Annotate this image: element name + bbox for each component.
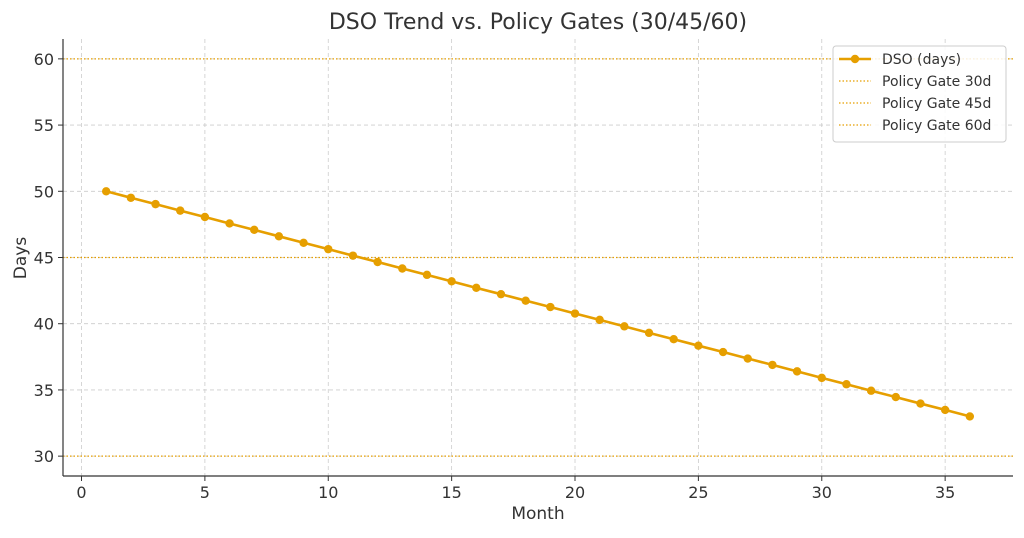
dso-point xyxy=(225,219,234,228)
dso-point xyxy=(644,328,654,338)
dso-point xyxy=(101,187,111,196)
dso-point xyxy=(348,251,358,260)
dso-point xyxy=(891,392,900,402)
dso-point xyxy=(472,283,481,293)
dso-point xyxy=(916,399,925,408)
dso-point xyxy=(546,302,555,312)
dso-point xyxy=(940,405,950,415)
legend-label: DSO (days) xyxy=(882,52,961,68)
x-tick-label: 35 xyxy=(935,483,955,502)
dso-line xyxy=(105,190,971,418)
dso-point xyxy=(176,206,185,215)
dso-point xyxy=(792,367,802,376)
dso-point xyxy=(768,360,777,370)
dso-point xyxy=(965,412,975,421)
dso-point xyxy=(570,309,580,318)
dso-point xyxy=(521,296,530,305)
x-tick-label: 25 xyxy=(688,483,708,502)
legend-box xyxy=(832,45,1007,143)
dso-point xyxy=(669,335,678,344)
y-tick-label: 60 xyxy=(34,50,54,69)
legend-label: Policy Gate 45d xyxy=(882,96,991,112)
dso-point xyxy=(866,386,876,395)
x-tick-label: 10 xyxy=(318,483,338,502)
dso-point xyxy=(373,257,382,267)
dso-point xyxy=(694,341,703,350)
x-tick-label: 15 xyxy=(441,483,461,502)
y-tick-label: 45 xyxy=(34,249,54,268)
chart-title: DSO Trend vs. Policy Gates (30/45/60) xyxy=(329,10,747,35)
dso-point xyxy=(200,212,210,222)
dso-point xyxy=(595,315,604,325)
y-tick-label: 40 xyxy=(34,315,54,334)
y-tick-label: 55 xyxy=(34,116,54,135)
dso-point xyxy=(817,373,826,383)
y-tick-label: 50 xyxy=(34,182,54,201)
dso-point xyxy=(151,199,160,209)
dso-point xyxy=(274,232,284,241)
dso-point xyxy=(496,289,506,299)
y-tick-label: 35 xyxy=(34,381,54,400)
x-tick-label: 5 xyxy=(200,483,210,502)
y-axis-label: Days xyxy=(11,237,31,280)
ticks: 0 5 10 15 20 25 30 35 30 35 40 45 50 55 60 xyxy=(34,50,956,502)
x-tick-label: 30 xyxy=(812,483,832,502)
x-axis-label: Month xyxy=(511,504,564,524)
dso-point xyxy=(250,225,259,235)
legend: DSO (days) Policy Gate 30d Policy Gate 45d… xyxy=(832,45,1007,143)
dso-point xyxy=(743,354,752,363)
dso-point xyxy=(842,380,851,389)
x-tick-label: 0 xyxy=(76,483,86,502)
dso-point xyxy=(126,193,136,202)
y-tick-label: 30 xyxy=(34,447,54,466)
dso-point xyxy=(620,322,629,331)
dso-point xyxy=(299,238,308,248)
dso-point xyxy=(398,264,407,273)
legend-label: Policy Gate 30d xyxy=(882,74,991,90)
legend-label: Policy Gate 60d xyxy=(882,118,991,134)
dso-point xyxy=(718,347,728,357)
x-tick-label: 20 xyxy=(565,483,585,502)
series xyxy=(101,187,975,421)
dso-point xyxy=(324,244,333,254)
dso-point xyxy=(447,277,456,286)
dso-point xyxy=(422,270,432,280)
legend-marker-dso xyxy=(850,54,860,64)
